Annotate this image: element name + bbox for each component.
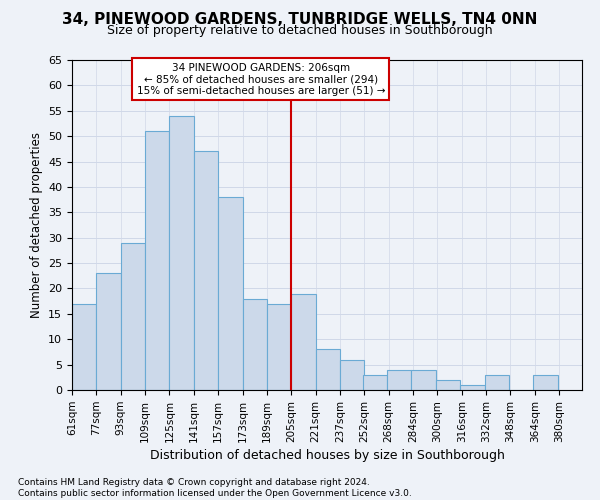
Bar — [121, 243, 145, 390]
Text: 34, PINEWOOD GARDENS, TUNBRIDGE WELLS, TN4 0NN: 34, PINEWOOD GARDENS, TUNBRIDGE WELLS, T… — [62, 12, 538, 28]
Bar — [145, 131, 169, 390]
Text: Contains HM Land Registry data © Crown copyright and database right 2024.
Contai: Contains HM Land Registry data © Crown c… — [18, 478, 412, 498]
Bar — [460, 385, 485, 390]
Bar — [340, 360, 364, 390]
Bar — [363, 375, 387, 390]
Bar — [97, 273, 121, 390]
Y-axis label: Number of detached properties: Number of detached properties — [29, 132, 43, 318]
Bar — [72, 304, 97, 390]
Bar — [218, 197, 242, 390]
Bar — [267, 304, 291, 390]
Bar — [485, 375, 509, 390]
Bar — [194, 152, 218, 390]
Text: 34 PINEWOOD GARDENS: 206sqm
← 85% of detached houses are smaller (294)
15% of se: 34 PINEWOOD GARDENS: 206sqm ← 85% of det… — [137, 62, 385, 96]
Bar — [169, 116, 194, 390]
Bar — [387, 370, 412, 390]
Bar — [533, 375, 557, 390]
Text: Size of property relative to detached houses in Southborough: Size of property relative to detached ho… — [107, 24, 493, 37]
Bar — [436, 380, 460, 390]
Bar — [291, 294, 316, 390]
X-axis label: Distribution of detached houses by size in Southborough: Distribution of detached houses by size … — [149, 449, 505, 462]
Bar — [316, 350, 340, 390]
Bar — [412, 370, 436, 390]
Bar — [242, 298, 267, 390]
